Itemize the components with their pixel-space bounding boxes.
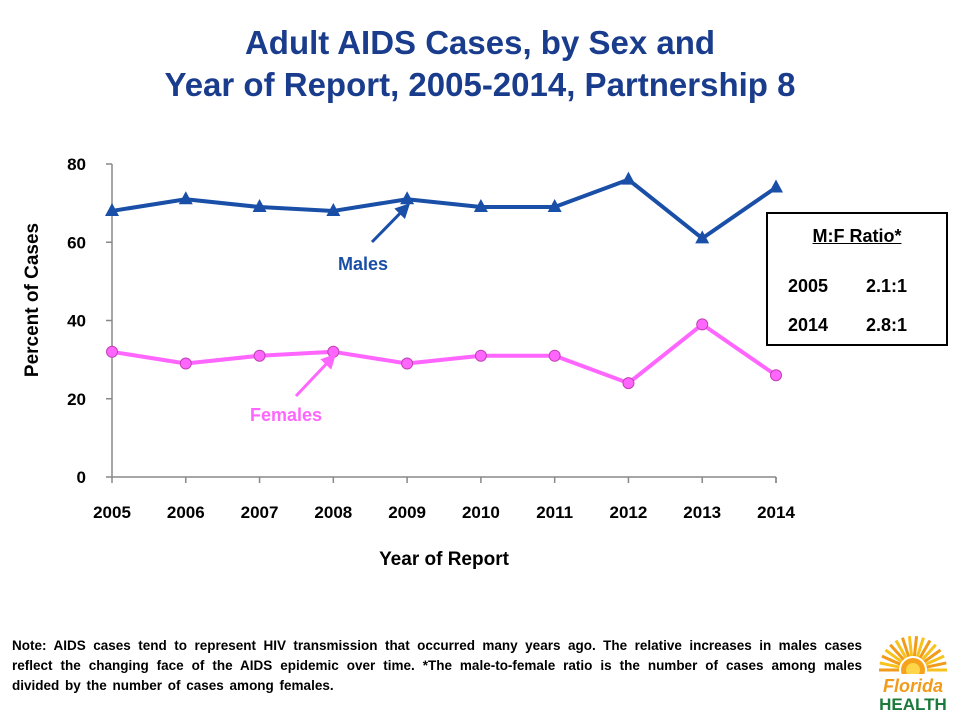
x-tick-label: 2013: [683, 503, 721, 522]
data-point-males: [105, 202, 119, 216]
females-arrow: [294, 353, 337, 398]
data-point-males: [769, 179, 783, 193]
data-point-males: [400, 191, 415, 205]
data-point-females: [696, 318, 709, 331]
data-point-females: [106, 345, 118, 358]
x-tick-label: 2007: [241, 503, 279, 522]
sun-logo-icon: Florida HEALTH: [876, 630, 950, 714]
chart-title-line1: Adult AIDS Cases, by Sex and: [244, 24, 716, 61]
x-tick-label: 2014: [757, 503, 795, 522]
sun-ray: [894, 639, 908, 659]
ratio-value: 2.8:1: [866, 315, 908, 335]
ratio-row: 2014 2.8:1: [788, 315, 907, 336]
data-point-males: [326, 202, 341, 216]
data-point-females: [548, 349, 561, 362]
data-point-females: [622, 377, 635, 390]
sun-ray: [915, 637, 925, 658]
ratio-year: 2005: [788, 276, 829, 296]
sun-ray: [879, 661, 900, 669]
data-point-males: [178, 191, 193, 205]
chart-title-line2: Year of Report, 2005-2014, Partnership 8: [164, 66, 796, 103]
data-point-males: [473, 199, 488, 213]
x-tick-label: 2011: [536, 503, 573, 522]
x-tick-label: 2010: [462, 503, 500, 522]
y-tick-label: 40: [67, 312, 86, 331]
data-point-males: [621, 171, 636, 185]
sun-ray: [912, 636, 919, 657]
males-arrow: [370, 203, 411, 244]
data-point-females: [474, 349, 487, 362]
ratio-value: 2.1:1: [866, 276, 908, 296]
logo-text-health: HEALTH: [879, 695, 947, 714]
males-label: Males: [338, 254, 388, 274]
chart-title: Adult AIDS Cases, by Sex and Year of Rep…: [0, 22, 960, 106]
chart-series: [105, 171, 783, 390]
footnote: Note: AIDS cases tend to represent HIV t…: [12, 638, 862, 693]
sun-ray: [884, 648, 903, 663]
data-point-females: [770, 369, 782, 382]
data-point-females: [179, 357, 192, 370]
logo-text-florida: Florida: [883, 676, 943, 696]
females-label: Females: [250, 405, 322, 425]
sun-ray: [923, 648, 942, 663]
data-point-males: [547, 199, 562, 213]
sun-ray: [907, 636, 914, 657]
data-point-females: [253, 349, 266, 362]
ratio-box-title: M:F Ratio*: [812, 226, 902, 246]
x-tick-label: 2012: [610, 503, 648, 522]
x-tick-label: 2005: [93, 503, 131, 522]
sun-ray: [881, 654, 901, 666]
data-point-males: [252, 199, 267, 213]
series-line-males: [111, 177, 778, 241]
y-tick-label: 20: [67, 390, 86, 409]
sun-ray: [926, 661, 947, 669]
sun-ray: [921, 643, 937, 661]
sun-ray: [925, 654, 945, 666]
ratio-row: 2005 2.1:1: [788, 276, 907, 297]
data-point-males: [695, 230, 710, 244]
y-tick-label: 80: [67, 155, 86, 174]
x-tick-label: 2006: [167, 503, 205, 522]
mf-ratio-box: M:F Ratio* 2005 2.1:1 2014 2.8:1: [766, 212, 948, 346]
sun-ray: [918, 639, 932, 659]
y-tick-label: 60: [67, 233, 86, 252]
y-tick-label: 0: [77, 468, 86, 487]
florida-health-logo: Florida HEALTH: [876, 630, 950, 714]
data-point-females: [401, 357, 414, 370]
chart-annotations: Males Females: [250, 203, 411, 425]
x-tick-label: 2008: [314, 503, 352, 522]
series-line-females: [111, 322, 778, 386]
ratio-year: 2014: [788, 315, 829, 335]
sun-ray: [901, 637, 911, 658]
y-axis-label: Percent of Cases: [22, 223, 43, 377]
sun-ray: [889, 643, 905, 661]
chart-axes: 0 20 40 60 80 2005 2006 2007 2008 2009 2010 2011 201…: [22, 155, 795, 570]
x-tick-label: 2009: [388, 503, 426, 522]
x-axis-label: Year of Report: [379, 549, 510, 570]
